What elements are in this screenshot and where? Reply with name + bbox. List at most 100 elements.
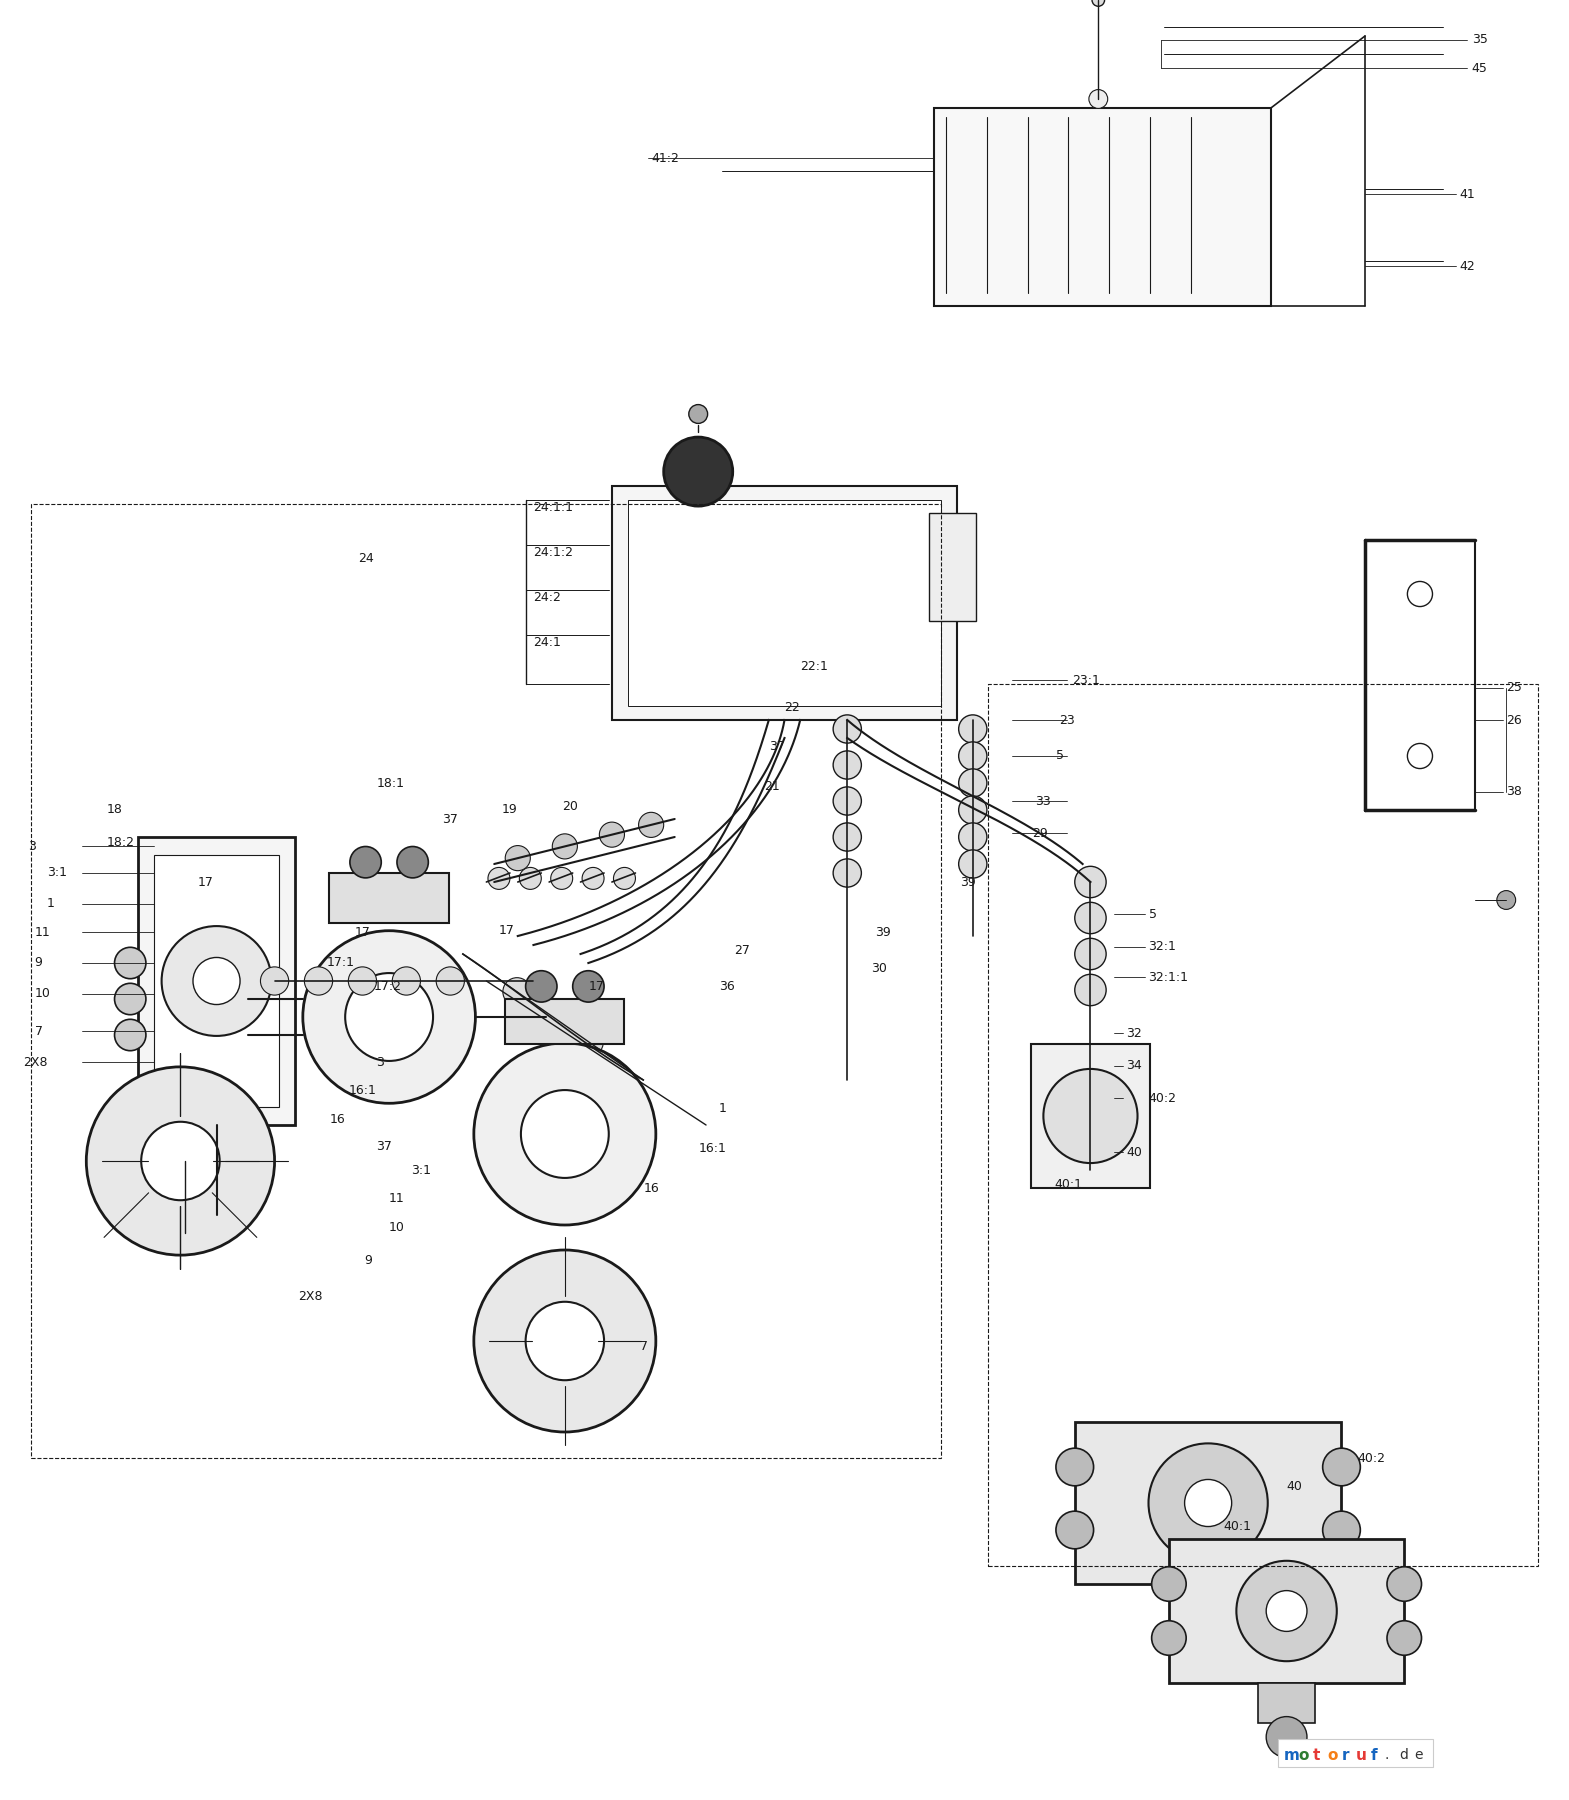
Circle shape: [526, 1301, 604, 1381]
Bar: [138, 837, 295, 1125]
Text: 24: 24: [358, 551, 373, 565]
Circle shape: [1075, 974, 1106, 1006]
Bar: [1169, 1539, 1404, 1683]
Circle shape: [505, 846, 530, 871]
Circle shape: [551, 868, 573, 889]
Circle shape: [519, 868, 541, 889]
Circle shape: [1089, 90, 1108, 108]
Text: 2X8: 2X8: [24, 1055, 49, 1069]
Text: 11: 11: [389, 1192, 405, 1206]
Text: t: t: [1312, 1748, 1320, 1762]
Text: 33: 33: [1036, 794, 1051, 808]
Text: 42: 42: [1459, 259, 1475, 274]
Circle shape: [833, 823, 861, 851]
Text: 39: 39: [876, 925, 891, 940]
Text: f: f: [1370, 1748, 1378, 1762]
Text: d: d: [1400, 1748, 1409, 1762]
Circle shape: [502, 977, 530, 1006]
Text: 37: 37: [769, 740, 784, 754]
Text: 20: 20: [562, 799, 577, 814]
Bar: [154, 855, 279, 1107]
Text: 16:1: 16:1: [348, 1084, 377, 1098]
Text: 16: 16: [329, 1112, 345, 1127]
Bar: [31, 504, 941, 1458]
Circle shape: [959, 742, 987, 770]
Circle shape: [141, 1121, 220, 1201]
Circle shape: [1056, 1512, 1094, 1548]
Text: 19: 19: [502, 803, 518, 817]
Bar: [988, 684, 1538, 1566]
Text: 3: 3: [377, 1055, 384, 1069]
Text: 35: 35: [1472, 32, 1487, 47]
Bar: [628, 500, 941, 706]
Bar: [1075, 1422, 1341, 1584]
Bar: [1258, 1683, 1315, 1723]
Circle shape: [613, 868, 635, 889]
Circle shape: [1323, 1449, 1360, 1485]
Circle shape: [303, 931, 475, 1103]
Circle shape: [115, 1019, 146, 1051]
Text: 17: 17: [588, 979, 604, 994]
Text: 11: 11: [35, 925, 50, 940]
Text: 2X8: 2X8: [298, 1289, 323, 1303]
Circle shape: [207, 1206, 226, 1224]
Text: 17: 17: [198, 875, 213, 889]
Circle shape: [573, 970, 604, 1003]
Bar: [1031, 1044, 1150, 1188]
Circle shape: [392, 967, 420, 995]
Text: 37: 37: [442, 812, 458, 826]
Circle shape: [1185, 1480, 1232, 1526]
Text: 39: 39: [960, 875, 976, 889]
Circle shape: [1075, 902, 1106, 934]
Circle shape: [1407, 581, 1432, 607]
Text: 24:2: 24:2: [533, 590, 562, 605]
Circle shape: [1092, 0, 1105, 5]
Text: 7: 7: [35, 1024, 42, 1039]
Text: 32:1:1: 32:1:1: [1149, 970, 1188, 985]
Circle shape: [1185, 1624, 1232, 1670]
Text: e: e: [1414, 1748, 1423, 1762]
Circle shape: [474, 1042, 656, 1226]
Circle shape: [162, 925, 271, 1037]
Circle shape: [833, 859, 861, 887]
Circle shape: [397, 846, 428, 878]
Circle shape: [959, 796, 987, 824]
Text: 23:1: 23:1: [1072, 673, 1100, 688]
Text: 36: 36: [719, 979, 734, 994]
Circle shape: [599, 823, 624, 848]
Circle shape: [689, 405, 708, 423]
Text: 16:1: 16:1: [698, 1141, 726, 1156]
Text: 10: 10: [35, 986, 50, 1001]
Circle shape: [959, 850, 987, 878]
Circle shape: [639, 812, 664, 837]
Circle shape: [664, 437, 733, 506]
Circle shape: [260, 967, 289, 995]
Text: 41:2: 41:2: [651, 151, 679, 166]
Circle shape: [521, 1091, 609, 1177]
Circle shape: [193, 958, 240, 1004]
Text: 17: 17: [355, 925, 370, 940]
Text: 17:1: 17:1: [326, 956, 355, 970]
Text: 18:1: 18:1: [377, 776, 405, 790]
Circle shape: [1149, 1444, 1268, 1562]
Text: 3:1: 3:1: [411, 1163, 431, 1177]
Circle shape: [1497, 891, 1516, 909]
Circle shape: [582, 868, 604, 889]
Circle shape: [574, 1028, 602, 1057]
Circle shape: [1387, 1566, 1422, 1602]
Circle shape: [959, 769, 987, 797]
Text: 3: 3: [28, 839, 36, 853]
Circle shape: [552, 833, 577, 859]
Bar: [612, 486, 957, 720]
Circle shape: [1387, 1620, 1422, 1656]
Text: 9: 9: [35, 956, 42, 970]
Text: r: r: [1341, 1748, 1349, 1762]
Circle shape: [1152, 1566, 1186, 1602]
Bar: [1177, 1584, 1240, 1629]
Text: 40:1: 40:1: [1054, 1177, 1083, 1192]
Circle shape: [833, 715, 861, 743]
Text: 22:1: 22:1: [800, 659, 828, 673]
Text: 24:1: 24:1: [533, 635, 562, 650]
Bar: [934, 108, 1271, 306]
Circle shape: [526, 970, 557, 1003]
